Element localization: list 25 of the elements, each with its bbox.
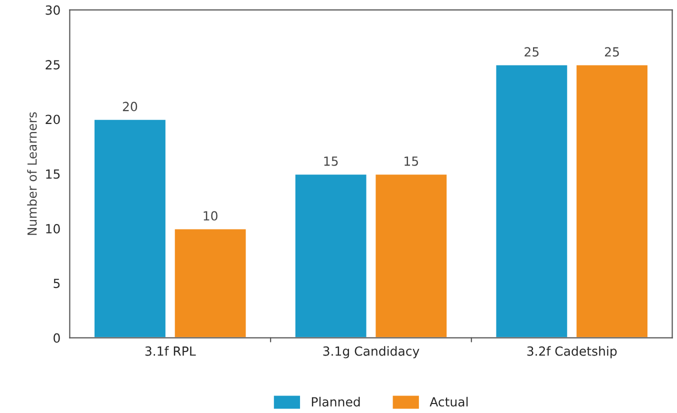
legend-label: Actual xyxy=(430,396,468,407)
y-tick-label: 10 xyxy=(46,224,60,234)
bar xyxy=(374,173,448,338)
y-tick-label: 15 xyxy=(46,170,60,179)
bar xyxy=(173,228,248,338)
data-label: 25 xyxy=(604,47,619,57)
data-label: 25 xyxy=(524,47,539,57)
data-label: 10 xyxy=(204,211,218,221)
y-axis-title: Number of Learners xyxy=(27,112,37,235)
data-label: 15 xyxy=(404,156,418,166)
bar xyxy=(575,64,649,338)
x-tick-label: 3.1f RPL xyxy=(145,346,196,356)
bar xyxy=(294,173,368,338)
y-tick-label: 25 xyxy=(46,60,60,70)
y-tick-label: 5 xyxy=(54,278,60,288)
bar xyxy=(494,64,569,338)
legend-label: Planned xyxy=(312,396,360,407)
y-tick-label: 0 xyxy=(54,333,60,343)
y-tick-label: 20 xyxy=(46,114,60,124)
data-label: 15 xyxy=(324,156,338,166)
data-label: 20 xyxy=(122,102,138,112)
bar xyxy=(93,118,167,338)
x-tick-label: 3.1g Candidacy xyxy=(323,346,420,358)
y-tick-label: 30 xyxy=(46,5,60,15)
x-tick-label: 3.2f Cadetship xyxy=(527,346,617,358)
